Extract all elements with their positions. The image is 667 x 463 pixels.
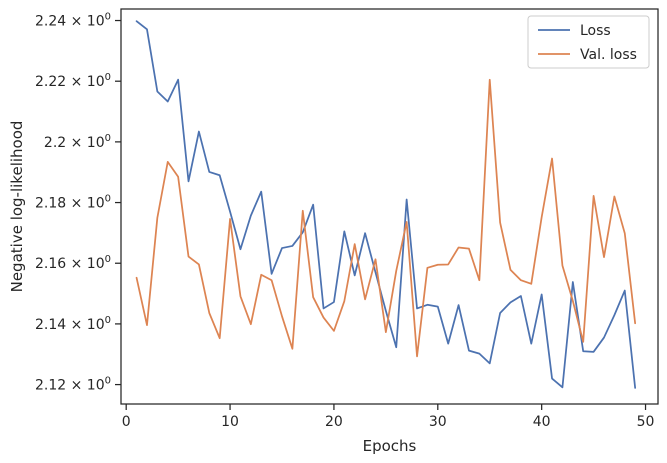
y-tick-label: 2.14 × 100 bbox=[35, 315, 111, 333]
x-tick-label: 40 bbox=[533, 414, 551, 430]
x-tick-label: 10 bbox=[221, 414, 239, 430]
legend-frame bbox=[527, 15, 650, 69]
y-tick-label: 2.22 × 100 bbox=[35, 72, 111, 90]
y-tick-label: 2.24 × 100 bbox=[35, 12, 111, 30]
plot-frame bbox=[120, 8, 659, 405]
series-layer bbox=[135, 20, 637, 389]
x-tick-label: 30 bbox=[429, 414, 447, 430]
y-tick-label: 2.16 × 100 bbox=[35, 254, 111, 272]
x-tick-label: 50 bbox=[637, 414, 655, 430]
y-tick-label: 2.2 × 100 bbox=[44, 133, 111, 151]
y-ticks: 2.12 × 100 2.14 × 100 2.16 × 100 2.18 × 100… bbox=[35, 12, 121, 394]
x-ticks: 0 10 20 30 40 50 bbox=[122, 404, 655, 430]
y-tick-label: 2.12 × 100 bbox=[35, 376, 111, 394]
x-tick-label: 20 bbox=[325, 414, 343, 430]
plot-background bbox=[121, 9, 658, 404]
series-line-val-loss bbox=[135, 78, 637, 358]
x-tick-label: 0 bbox=[122, 414, 131, 430]
legend-label-val-loss: Val. loss bbox=[580, 47, 637, 63]
legend-label-loss: Loss bbox=[580, 23, 611, 39]
y-tick-label: 2.18 × 100 bbox=[35, 194, 111, 212]
legend: Loss Val. loss bbox=[527, 15, 650, 69]
x-axis-label: Epochs bbox=[363, 437, 417, 455]
series-line-loss bbox=[135, 20, 637, 389]
y-axis-label: Negative log-likelihood bbox=[8, 121, 26, 293]
